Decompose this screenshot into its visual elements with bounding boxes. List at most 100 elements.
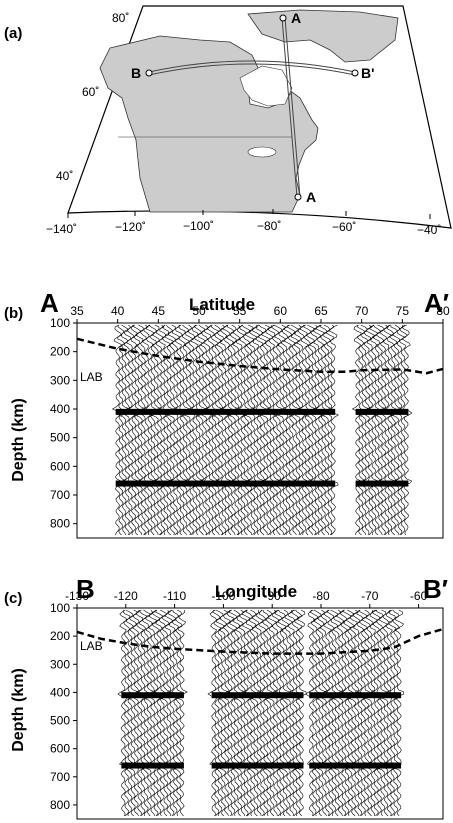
wiggle-trace: [207, 609, 220, 817]
y-tick-label: 200: [50, 629, 70, 643]
wiggle-trace: [383, 609, 396, 817]
wiggle-trace: [277, 609, 288, 817]
wiggle-trace: [255, 324, 266, 536]
wiggle-trace: [361, 324, 373, 536]
lat-label-60: 60˚: [82, 85, 99, 99]
great-lakes: [247, 146, 277, 158]
point-b-east: [351, 69, 359, 77]
wiggle-trace: [141, 324, 153, 536]
wiggle-trace: [328, 324, 339, 536]
x-tick-label: 55: [233, 304, 247, 318]
wiggle-trace: [262, 609, 275, 817]
x-tick-label: 35: [70, 304, 84, 318]
interface-band: [115, 480, 336, 487]
wiggle-trace: [210, 609, 223, 817]
wiggle-trace: [188, 324, 201, 536]
wiggle-trace: [321, 609, 334, 817]
wiggle-trace: [282, 324, 295, 536]
profile-a-line-2: [284, 17, 301, 198]
panel-b-lab-curve: [76, 337, 444, 375]
wiggle-trace: [323, 324, 335, 536]
wiggle-trace: [125, 609, 136, 817]
wiggle-trace: [157, 324, 169, 536]
wiggle-trace: [134, 324, 147, 536]
wiggle-trace: [390, 324, 403, 536]
panel-b-y-ticks: 100 200 300 400 500 600 700 800: [50, 316, 77, 531]
wiggle-trace: [380, 609, 392, 817]
wiggle-trace: [249, 609, 263, 817]
wiggle-trace: [368, 324, 380, 536]
y-tick-label: 700: [50, 770, 70, 784]
wiggle-trace: [169, 324, 182, 536]
x-tick-label: 40: [111, 304, 125, 318]
wiggle-trace: [172, 609, 185, 817]
wiggle-trace: [230, 324, 241, 536]
wiggle-trace: [162, 609, 174, 817]
wiggle-trace: [318, 609, 330, 817]
panel-b-wiggles: [111, 324, 413, 536]
panel-c-wiggles: [117, 609, 405, 817]
wiggle-trace: [305, 609, 318, 817]
x-tick-label: 50: [192, 304, 206, 318]
wiggle-trace: [351, 324, 364, 536]
panel-c-y-ticks: 100 200 300 400 500 600 700 800: [50, 601, 77, 812]
wiggle-trace: [261, 609, 272, 817]
wiggle-trace: [386, 609, 399, 817]
wiggle-trace: [272, 324, 284, 536]
wiggle-trace: [246, 609, 259, 817]
wiggle-trace: [288, 324, 300, 536]
wiggle-trace: [111, 324, 124, 536]
panel-c: (c) B B′ Longitude Depth (km) -130 -120 -1…: [4, 574, 448, 820]
panel-a-label: (a): [4, 25, 22, 42]
lon-ticks: [67, 209, 431, 219]
wiggle-trace: [224, 324, 237, 536]
wiggle-trace: [208, 324, 220, 536]
interface-band: [309, 762, 402, 769]
wiggle-trace: [143, 609, 156, 817]
wiggle-trace: [344, 609, 357, 817]
wiggle-trace: [317, 324, 330, 536]
y-tick-label: 500: [50, 431, 70, 445]
wiggle-trace: [355, 325, 367, 536]
wiggle-trace: [314, 324, 326, 536]
x-tick-label: -100: [211, 589, 235, 603]
x-tick-label: 80: [436, 304, 450, 318]
wiggle-trace: [257, 609, 269, 817]
wiggle-trace: [276, 324, 287, 536]
x-tick-label: 65: [314, 304, 328, 318]
lon-label-140: −140˚: [46, 222, 77, 236]
lon-label-120: −120˚: [115, 220, 146, 234]
wiggle-trace: [367, 609, 379, 817]
x-tick-label: -70: [361, 589, 379, 603]
point-b-east-label: B': [361, 65, 374, 81]
wiggle-trace: [156, 609, 169, 817]
profile-a-line: [281, 17, 298, 198]
lon-label-80: −80˚: [257, 219, 281, 233]
wiggle-trace: [269, 609, 281, 817]
wiggle-trace: [117, 609, 130, 817]
y-tick-label: 600: [50, 459, 70, 473]
wiggle-trace: [270, 324, 282, 536]
wiggle-trace: [246, 324, 258, 536]
wiggle-trace: [325, 609, 337, 817]
wiggle-trace: [307, 324, 318, 536]
lon-label-40: −40˚: [417, 223, 441, 237]
wiggle-trace: [308, 609, 321, 817]
wiggle-trace: [195, 324, 207, 536]
wiggle-trace: [311, 324, 324, 536]
wiggle-trace: [376, 609, 389, 817]
panel-c-x-ticks: -130 -120 -110 -100 -90 -80 -70 -60: [65, 589, 428, 608]
x-tick-label: 45: [152, 304, 166, 318]
wiggle-trace: [295, 324, 308, 536]
interface-band: [121, 762, 184, 769]
panel-c-lab-curve: [76, 627, 444, 655]
x-tick-label: 60: [274, 304, 288, 318]
x-tick-label: 70: [355, 304, 369, 318]
wiggle-trace: [130, 610, 141, 817]
y-tick-label: 400: [50, 402, 70, 416]
wiggle-trace: [201, 324, 214, 536]
wiggle-trace: [220, 609, 232, 817]
wiggle-trace: [259, 324, 272, 536]
panel-b-xlabel: Latitude: [189, 295, 255, 314]
wiggle-trace: [145, 324, 156, 536]
